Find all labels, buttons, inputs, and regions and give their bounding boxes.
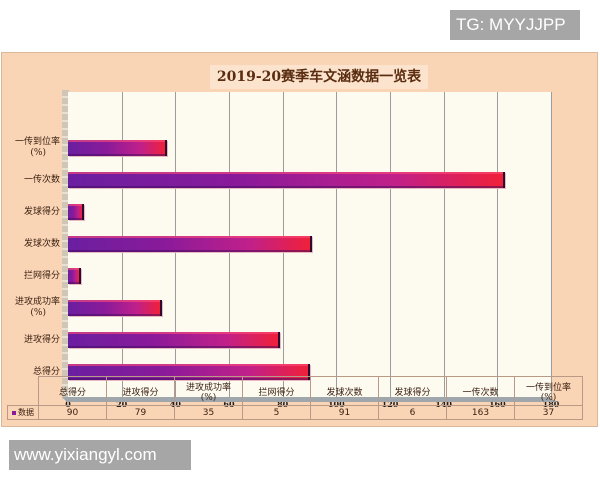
data-table-header-line: 进攻成功率: [185, 382, 231, 393]
y-axis-label: 发球次数: [2, 239, 60, 250]
chart-panel: 2019-20赛季车文涵数据一览表 0 20 40 60 80 100 120 140 160 1…: [1, 52, 598, 427]
data-table-header-line: 发球次数: [326, 387, 363, 398]
bar: [68, 300, 162, 316]
y-axis-label-line: 发球得分: [23, 206, 60, 217]
gridline: [443, 92, 445, 397]
gridline: [390, 92, 391, 397]
y-axis-label-line: 进攻得分: [23, 334, 60, 345]
data-table-value-row: 数据 90 79 35 5 91 6 163 37: [7, 405, 583, 420]
legend-label: 数据: [18, 408, 34, 417]
gridline: [497, 92, 499, 397]
y-axis-label: 总得分: [2, 367, 60, 378]
data-table-value: 35: [174, 405, 243, 420]
data-table-header: 发球得分: [378, 376, 447, 406]
y-axis-label: 拦网得分: [2, 271, 60, 282]
data-table-value: 163: [446, 405, 515, 420]
y-axis-label: 一传次数: [2, 175, 60, 186]
gridline: [336, 92, 338, 397]
data-table-header-line: (%): [540, 392, 557, 403]
data-table-header-line: 拦网得分: [258, 387, 295, 398]
y-axis-label-line: 总得分: [32, 366, 60, 377]
data-table-value: 37: [514, 405, 583, 420]
y-axis-label-line: (%): [30, 308, 46, 318]
watermark-top: TG: MYYJJPP: [450, 10, 580, 40]
data-table-header: 总得分: [38, 376, 107, 406]
y-axis-label-line: 进攻成功率: [14, 297, 60, 307]
data-table-header: 发球次数: [310, 376, 379, 406]
data-table: 总得分 进攻得分 进攻成功率 (%) 拦网得分 发球次数 发球得分 一传次数 一传到位率 (%) …: [7, 376, 583, 420]
y-axis-label: 一传到位率 (%): [2, 137, 60, 159]
data-table-header-row: 总得分 进攻得分 进攻成功率 (%) 拦网得分 发球次数 发球得分 一传次数 一传到位率 (%): [7, 376, 583, 406]
y-axis-label-line: 拦网得分: [23, 270, 60, 281]
data-table-header: 一传到位率 (%): [514, 376, 583, 406]
bar: [68, 140, 168, 156]
data-table-header-line: 进攻得分: [122, 387, 159, 398]
data-table-header-line: 发球得分: [394, 387, 431, 398]
data-table-header: 拦网得分: [242, 376, 311, 406]
data-table-header-line: (%): [200, 392, 217, 403]
data-table-header: 进攻得分: [106, 376, 175, 406]
data-table-header-line: 总得分: [58, 387, 86, 398]
data-table-value: 79: [106, 405, 175, 420]
legend-key: 数据: [7, 405, 39, 420]
data-table-corner: [7, 376, 39, 406]
data-table-value: 90: [38, 405, 107, 420]
data-table-value: 5: [242, 405, 311, 420]
data-table-header-line: 一传次数: [462, 387, 499, 398]
y-axis-label: 发球得分: [2, 207, 60, 218]
y-axis-label-line: 发球次数: [23, 238, 60, 249]
y-axis-label-line: 一传次数: [23, 174, 60, 185]
data-table-header: 进攻成功率 (%): [174, 376, 243, 406]
data-table-value: 6: [378, 405, 447, 420]
gridline: [551, 92, 552, 397]
bar: [68, 268, 82, 284]
data-table-header-line: 一传到位率: [525, 382, 571, 393]
bar: [68, 172, 506, 188]
data-table-header: 一传次数: [446, 376, 515, 406]
watermark-bottom: www.yixiangyl.com: [9, 440, 191, 470]
plot-area: 0 20 40 60 80 100 120 140 160 180: [65, 92, 559, 409]
y-axis-label-line: 一传到位率: [14, 137, 60, 147]
y-axis-label: 进攻得分: [2, 335, 60, 346]
chart-title: 2019-20赛季车文涵数据一览表: [210, 65, 428, 89]
bar: [68, 236, 313, 252]
bar: [68, 204, 85, 220]
chart-side-wall: [62, 90, 69, 399]
data-table-value: 91: [310, 405, 379, 420]
y-axis-label-line: (%): [30, 148, 46, 158]
y-axis-label: 进攻成功率 (%): [2, 297, 60, 319]
legend-swatch-icon: [12, 410, 16, 415]
bar: [68, 332, 280, 348]
